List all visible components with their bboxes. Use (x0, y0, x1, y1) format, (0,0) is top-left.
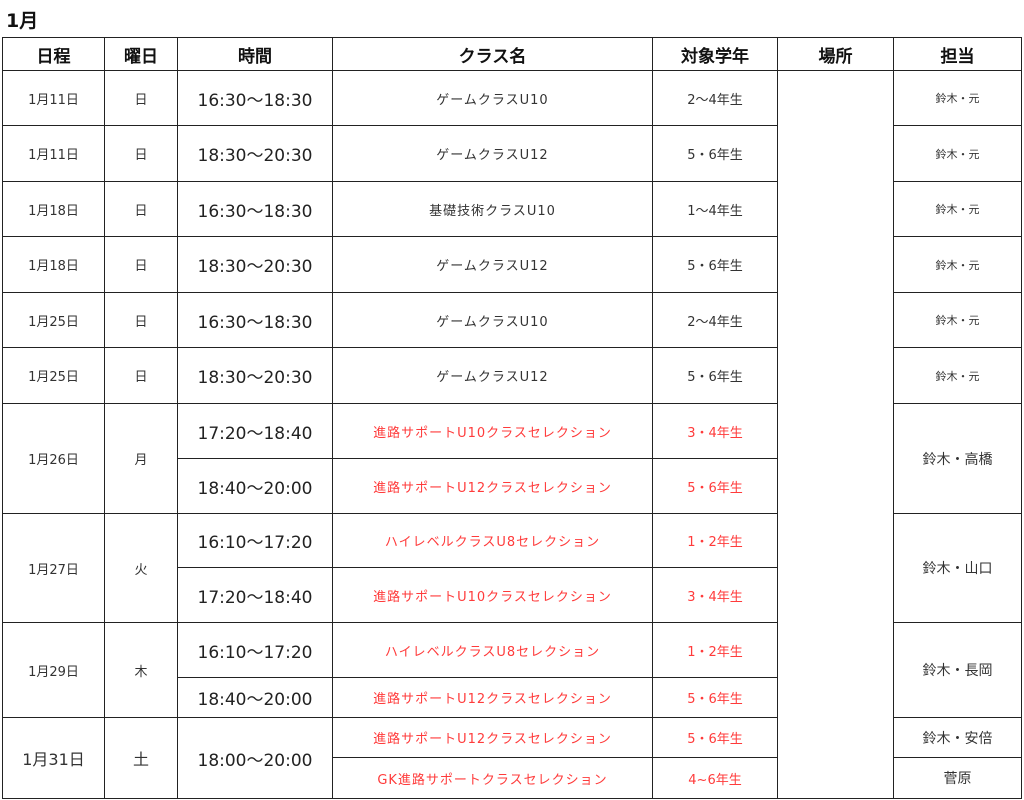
table-row: 18:40〜20:00 進路サポートU12クラスセレクション 5・6年生 (3, 677, 1022, 718)
staff-cell: 鈴木・元 (893, 236, 1022, 293)
class-cell: 進路サポートU10クラスセレクション (332, 567, 653, 623)
time-cell: 18:40〜20:00 (177, 458, 333, 514)
grade-cell: 1・2年生 (652, 622, 778, 678)
class-cell: 進路サポートU12クラスセレクション (332, 717, 653, 758)
header-date: 日程 (2, 37, 105, 71)
time-cell: 16:30〜18:30 (177, 181, 333, 237)
date-cell: 1月18日 (2, 236, 105, 293)
time-cell: 17:20〜18:40 (177, 567, 333, 623)
header-staff: 担当 (893, 37, 1022, 71)
date-cell: 1月11日 (2, 125, 105, 182)
day-cell: 火 (104, 513, 178, 623)
staff-cell: 菅原 (893, 757, 1022, 799)
table-row: 1月18日日 18:30〜20:30 ゲームクラスU12 5・6年生 鈴木・元 (2, 236, 1022, 293)
header-time: 時間 (177, 37, 333, 71)
day-cell: 日 (104, 181, 178, 237)
staff-cell: 鈴木・山口 (893, 513, 1022, 623)
table-row: 1月18日日 16:30〜18:30 基礎技術クラスU10 1〜4年生 鈴木・元 (2, 181, 1022, 237)
header-row: 日程 曜日 時間 クラス名 対象学年 場所 担当 (2, 37, 1022, 71)
class-cell: ハイレベルクラスU8セレクション (332, 513, 653, 568)
grade-cell: 1〜4年生 (652, 181, 778, 237)
day-cell: 月 (104, 403, 178, 514)
class-cell: 進路サポートU12クラスセレクション (332, 458, 653, 514)
date-cell: 1月25日 (2, 292, 105, 348)
class-cell: 進路サポートU10クラスセレクション (332, 403, 653, 459)
grade-cell: 2〜4年生 (652, 292, 778, 348)
grade-cell: 2〜4年生 (652, 70, 778, 126)
day-cell: 土 (104, 717, 178, 799)
time-cell: 17:20〜18:40 (177, 403, 333, 459)
time-cell: 18:30〜20:30 (177, 125, 333, 182)
grade-cell: 5・6年生 (652, 717, 778, 758)
class-cell: ゲームクラスU10 (332, 292, 653, 348)
date-cell: 1月18日 (2, 181, 105, 237)
header-day: 曜日 (104, 37, 178, 71)
staff-cell: 鈴木・元 (893, 181, 1022, 237)
header-grade: 対象学年 (652, 37, 778, 71)
place-cell (777, 70, 894, 799)
table-row: 1月11日日 16:30〜18:30 ゲームクラスU10 2〜4年生 鈴木・元 (2, 70, 1022, 799)
time-cell: 18:00〜20:00 (177, 717, 333, 799)
staff-cell: 鈴木・安倍 (893, 717, 1022, 758)
time-cell: 18:40〜20:00 (177, 677, 333, 718)
table-row: 1月25日日 18:30〜20:30 ゲームクラスU12 5・6年生 鈴木・元 (2, 347, 1022, 404)
class-cell: ゲームクラスU10 (332, 70, 653, 126)
table-row: 1月11日日 18:30〜20:30 ゲームクラスU12 5・6年生 鈴木・元 (2, 125, 1022, 182)
staff-cell: 鈴木・高橋 (893, 403, 1022, 514)
table-row: 1月27日火 16:10〜17:20 ハイレベルクラスU8セレクション 1・2年生 鈴木… (2, 513, 1022, 623)
class-cell: 進路サポートU12クラスセレクション (332, 677, 653, 718)
time-cell: 18:30〜20:30 (177, 236, 333, 293)
grade-cell: 5・6年生 (652, 458, 778, 514)
table-row: 1月26日月 17:20〜18:40 進路サポートU10クラスセレクション 3・4年生… (2, 403, 1022, 514)
day-cell: 日 (104, 347, 178, 404)
table-row: 1月25日日 16:30〜18:30 ゲームクラスU10 2〜4年生 鈴木・元 (2, 292, 1022, 348)
time-cell: 16:10〜17:20 (177, 513, 333, 568)
class-cell: ゲームクラスU12 (332, 125, 653, 182)
date-cell: 1月31日 (2, 717, 105, 799)
date-cell: 1月25日 (2, 347, 105, 404)
table-row: GK進路サポートクラスセレクション 4~6年生 菅原 (3, 757, 1022, 799)
grade-cell: 5・6年生 (652, 677, 778, 718)
date-cell: 1月26日 (2, 403, 105, 514)
class-cell: ハイレベルクラスU8セレクション (332, 622, 653, 678)
grade-cell: 3・4年生 (652, 567, 778, 623)
time-cell: 16:30〜18:30 (177, 70, 333, 126)
schedule-table: 日程 曜日 時間 クラス名 対象学年 場所 担当 1月11日日 16:30〜18:… (2, 37, 1022, 799)
grade-cell: 4~6年生 (652, 757, 778, 799)
date-cell: 1月29日 (2, 622, 105, 718)
table-row: 1月29日木 16:10〜17:20 ハイレベルクラスU8セレクション 1・2年生 鈴木… (2, 622, 1022, 718)
grade-cell: 5・6年生 (652, 347, 778, 404)
header-place: 場所 (777, 37, 894, 71)
grade-cell: 5・6年生 (652, 236, 778, 293)
table-row: 1月31日土 18:00〜20:00 進路サポートU12クラスセレクション 5・6年生… (2, 717, 1022, 799)
time-cell: 16:30〜18:30 (177, 292, 333, 348)
day-cell: 日 (104, 292, 178, 348)
grade-cell: 1・2年生 (652, 513, 778, 568)
staff-cell: 鈴木・元 (893, 125, 1022, 182)
grade-cell: 5・6年生 (652, 125, 778, 182)
date-cell: 1月27日 (2, 513, 105, 623)
table-row: 17:20〜18:40 進路サポートU10クラスセレクション 3・4年生 (3, 567, 1022, 623)
class-cell: GK進路サポートクラスセレクション (332, 757, 653, 799)
grade-cell: 3・4年生 (652, 403, 778, 459)
header-class: クラス名 (332, 37, 653, 71)
month-title: 1月 (6, 10, 39, 32)
time-cell: 16:10〜17:20 (177, 622, 333, 678)
day-cell: 日 (104, 70, 178, 126)
class-cell: ゲームクラスU12 (332, 236, 653, 293)
day-cell: 木 (104, 622, 178, 718)
class-cell: 基礎技術クラスU10 (332, 181, 653, 237)
class-cell: ゲームクラスU12 (332, 347, 653, 404)
day-cell: 日 (104, 125, 178, 182)
staff-cell: 鈴木・元 (893, 347, 1022, 404)
staff-cell: 鈴木・元 (893, 70, 1022, 126)
date-cell: 1月11日 (2, 70, 105, 126)
staff-cell: 鈴木・長岡 (893, 622, 1022, 718)
day-cell: 日 (104, 236, 178, 293)
staff-cell: 鈴木・元 (893, 292, 1022, 348)
time-cell: 18:30〜20:30 (177, 347, 333, 404)
